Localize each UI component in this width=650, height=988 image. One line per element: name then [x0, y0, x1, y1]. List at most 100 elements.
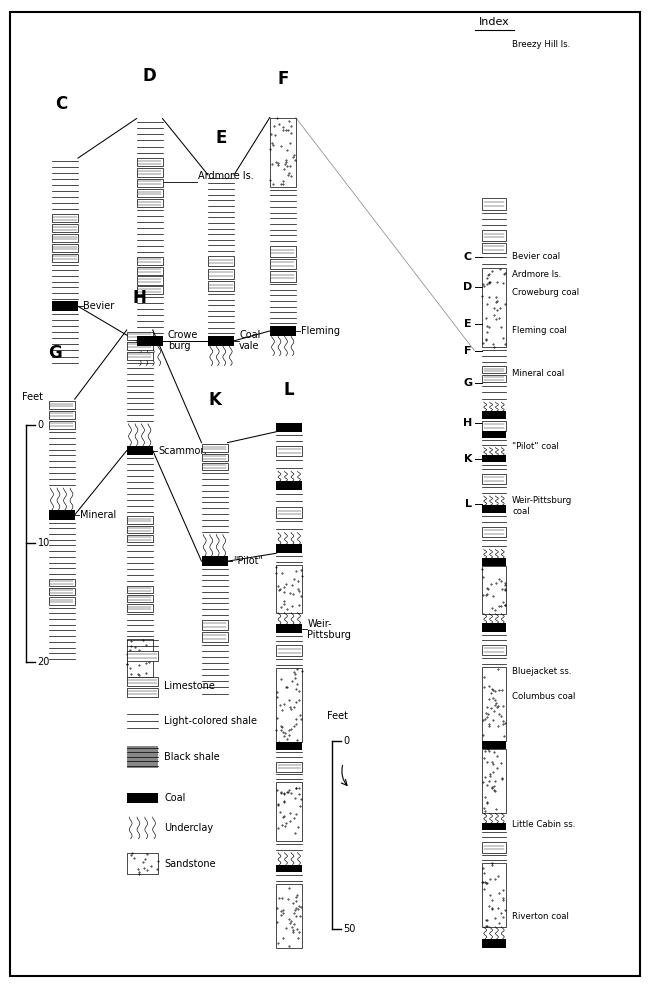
Bar — [127, 604, 153, 612]
Bar — [127, 688, 158, 697]
Bar — [127, 595, 153, 603]
Text: Coal
vale: Coal vale — [239, 330, 261, 352]
Bar — [127, 517, 153, 524]
Bar — [482, 527, 506, 537]
Bar — [482, 268, 506, 347]
Bar — [276, 481, 302, 490]
Text: Mineral: Mineral — [80, 510, 116, 520]
Text: Bevier: Bevier — [83, 301, 114, 311]
Bar — [202, 445, 228, 452]
Bar — [482, 939, 506, 948]
Text: D: D — [463, 282, 473, 291]
Bar — [136, 257, 162, 265]
Text: D: D — [142, 67, 157, 85]
Bar — [127, 342, 153, 350]
Text: Coal: Coal — [164, 793, 186, 803]
Bar — [276, 864, 302, 872]
Text: Breezy Hill ls.: Breezy Hill ls. — [512, 40, 571, 49]
Text: Light-colored shale: Light-colored shale — [164, 716, 257, 726]
Text: Bevier coal: Bevier coal — [512, 252, 560, 262]
Bar — [136, 277, 162, 285]
Bar — [202, 632, 228, 642]
Bar — [482, 431, 506, 438]
Bar — [136, 199, 162, 207]
Bar — [482, 243, 506, 253]
Bar — [482, 367, 506, 373]
Text: 50: 50 — [343, 924, 356, 934]
Text: 0: 0 — [343, 736, 349, 746]
Bar — [482, 455, 506, 462]
Bar — [482, 823, 506, 830]
Text: Limestone: Limestone — [164, 681, 215, 691]
Text: H: H — [463, 418, 473, 428]
Text: Riverton coal: Riverton coal — [512, 912, 569, 922]
Bar — [208, 336, 234, 346]
Bar — [49, 411, 75, 419]
Bar — [136, 336, 162, 346]
Text: H: H — [133, 289, 147, 307]
Bar — [482, 623, 506, 632]
Text: Mineral coal: Mineral coal — [512, 369, 564, 378]
Text: Croweburg coal: Croweburg coal — [512, 288, 579, 297]
Bar — [208, 282, 234, 291]
Bar — [208, 269, 234, 279]
Text: Crowe
burg: Crowe burg — [168, 330, 198, 352]
Bar — [127, 677, 158, 686]
Bar — [52, 224, 78, 232]
Text: E: E — [464, 319, 472, 329]
Text: Underclay: Underclay — [164, 823, 214, 833]
Text: K: K — [463, 454, 473, 464]
Bar — [276, 782, 302, 841]
Text: 20: 20 — [38, 657, 50, 667]
Bar — [482, 644, 506, 655]
Bar — [270, 246, 296, 257]
Bar — [202, 453, 228, 461]
Text: G: G — [48, 344, 62, 362]
Text: Weir-
Pittsburg: Weir- Pittsburg — [307, 618, 352, 640]
Text: 10: 10 — [38, 538, 50, 548]
Text: Weir-Pittsburg
coal: Weir-Pittsburg coal — [512, 496, 573, 516]
Bar — [276, 423, 302, 432]
Bar — [482, 473, 506, 484]
Bar — [482, 749, 506, 813]
Bar — [276, 544, 302, 553]
Bar — [127, 535, 153, 542]
Bar — [49, 421, 75, 429]
Bar — [482, 421, 506, 431]
Bar — [208, 256, 234, 267]
Bar — [49, 597, 75, 605]
Bar — [276, 565, 302, 613]
Bar — [276, 624, 302, 633]
Bar — [52, 254, 78, 262]
Bar — [276, 762, 302, 772]
Bar — [276, 507, 302, 518]
Text: "Pilot": "Pilot" — [233, 556, 263, 566]
Bar — [52, 214, 78, 222]
Bar — [136, 158, 162, 166]
Bar — [482, 741, 506, 749]
Bar — [136, 267, 162, 275]
Text: L: L — [284, 381, 294, 399]
Bar — [136, 287, 162, 294]
Text: Feet: Feet — [328, 711, 348, 721]
Bar — [127, 793, 158, 803]
Text: Fleming: Fleming — [301, 326, 340, 336]
Bar — [276, 742, 302, 750]
Bar — [482, 411, 506, 419]
Bar — [276, 884, 302, 948]
Bar — [127, 853, 158, 874]
Bar — [49, 588, 75, 596]
Bar — [127, 651, 158, 661]
Bar — [202, 556, 228, 566]
Bar — [127, 586, 153, 593]
Text: Ardmore ls.: Ardmore ls. — [512, 270, 562, 280]
Bar — [276, 446, 302, 456]
Bar — [202, 619, 228, 630]
Bar — [270, 118, 296, 187]
Bar — [270, 259, 296, 269]
Text: C: C — [464, 252, 472, 262]
Bar — [482, 199, 506, 210]
Text: K: K — [208, 391, 221, 409]
Bar — [127, 746, 158, 768]
Text: Little Cabin ss.: Little Cabin ss. — [512, 820, 576, 830]
